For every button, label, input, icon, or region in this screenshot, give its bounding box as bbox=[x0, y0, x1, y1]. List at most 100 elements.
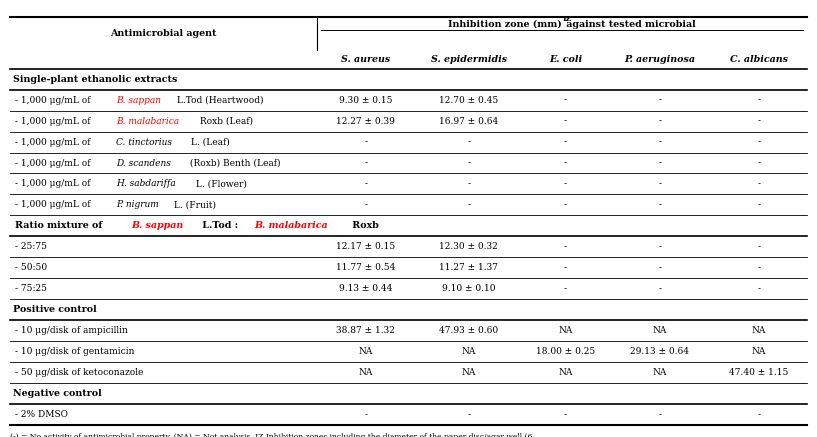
Text: - 10 μg/disk of ampicillin: - 10 μg/disk of ampicillin bbox=[15, 326, 127, 335]
Text: Inhibition zone (mm): Inhibition zone (mm) bbox=[449, 20, 562, 28]
Text: -: - bbox=[564, 410, 567, 419]
Text: -: - bbox=[564, 243, 567, 251]
Text: B. sappan: B. sappan bbox=[116, 96, 161, 104]
Text: 9.13 ± 0.44: 9.13 ± 0.44 bbox=[339, 284, 392, 293]
Text: L.Tod :: L.Tod : bbox=[199, 222, 242, 230]
Text: C. tinctorius: C. tinctorius bbox=[116, 138, 172, 146]
Text: Ratio mixture of: Ratio mixture of bbox=[15, 222, 105, 230]
Text: -: - bbox=[467, 159, 471, 167]
Text: 47.93 ± 0.60: 47.93 ± 0.60 bbox=[440, 326, 498, 335]
Text: L. (Fruit): L. (Fruit) bbox=[171, 201, 216, 209]
Text: NA: NA bbox=[359, 347, 373, 356]
Text: NA: NA bbox=[558, 368, 573, 377]
Text: -: - bbox=[757, 243, 761, 251]
Text: - 10 μg/disk of gentamicin: - 10 μg/disk of gentamicin bbox=[15, 347, 134, 356]
Text: NA: NA bbox=[653, 368, 667, 377]
Text: - 1,000 μg/mL of: - 1,000 μg/mL of bbox=[15, 201, 93, 209]
Text: 12.30 ± 0.32: 12.30 ± 0.32 bbox=[440, 243, 498, 251]
Text: L. (Flower): L. (Flower) bbox=[193, 180, 247, 188]
Text: -: - bbox=[564, 96, 567, 104]
Text: B. malabarica: B. malabarica bbox=[254, 222, 328, 230]
Text: -: - bbox=[564, 180, 567, 188]
Text: (-) = No activity of antimicrobial property, (NA) = Not analysis, IZ Inhibition : (-) = No activity of antimicrobial prope… bbox=[10, 434, 532, 437]
Text: D. scandens: D. scandens bbox=[116, 159, 171, 167]
Text: -: - bbox=[659, 96, 661, 104]
Text: -: - bbox=[659, 138, 661, 146]
Text: Roxb: Roxb bbox=[349, 222, 378, 230]
Text: NA: NA bbox=[462, 368, 475, 377]
Text: - 50 μg/disk of ketoconazole: - 50 μg/disk of ketoconazole bbox=[15, 368, 143, 377]
Text: -: - bbox=[659, 243, 661, 251]
Text: -: - bbox=[564, 159, 567, 167]
Text: -: - bbox=[757, 159, 761, 167]
Text: -: - bbox=[564, 284, 567, 293]
Text: P. aeruginosa: P. aeruginosa bbox=[624, 55, 695, 64]
Text: - 25:75: - 25:75 bbox=[15, 243, 47, 251]
Text: -: - bbox=[467, 180, 471, 188]
Text: -: - bbox=[659, 284, 661, 293]
Text: -: - bbox=[364, 410, 368, 419]
Text: 11.27 ± 1.37: 11.27 ± 1.37 bbox=[440, 264, 498, 272]
Text: - 2% DMSO: - 2% DMSO bbox=[15, 410, 68, 419]
Text: -: - bbox=[467, 410, 471, 419]
Text: - 75:25: - 75:25 bbox=[15, 284, 47, 293]
Text: S. epidermidis: S. epidermidis bbox=[431, 55, 507, 64]
Text: Positive control: Positive control bbox=[13, 305, 97, 314]
Text: C. albicans: C. albicans bbox=[730, 55, 788, 64]
Text: -: - bbox=[467, 201, 471, 209]
Text: -: - bbox=[757, 96, 761, 104]
Text: 9.10 ± 0.10: 9.10 ± 0.10 bbox=[442, 284, 495, 293]
Text: - 1,000 μg/mL of: - 1,000 μg/mL of bbox=[15, 96, 93, 104]
Text: 12.70 ± 0.45: 12.70 ± 0.45 bbox=[439, 96, 498, 104]
Text: - 1,000 μg/mL of: - 1,000 μg/mL of bbox=[15, 117, 93, 125]
Text: 12.17 ± 0.15: 12.17 ± 0.15 bbox=[337, 243, 395, 251]
Text: H. sabdariffa: H. sabdariffa bbox=[116, 180, 176, 188]
Text: L. (Leaf): L. (Leaf) bbox=[188, 138, 230, 146]
Text: -: - bbox=[564, 264, 567, 272]
Text: -: - bbox=[659, 201, 661, 209]
Text: P. nigrum: P. nigrum bbox=[116, 201, 158, 209]
Text: -: - bbox=[659, 117, 661, 125]
Text: -: - bbox=[564, 138, 567, 146]
Text: 29.13 ± 0.64: 29.13 ± 0.64 bbox=[630, 347, 690, 356]
Text: -: - bbox=[757, 284, 761, 293]
Text: -: - bbox=[364, 180, 368, 188]
Text: -: - bbox=[364, 138, 368, 146]
Text: - 1,000 μg/mL of: - 1,000 μg/mL of bbox=[15, 159, 93, 167]
Text: -: - bbox=[757, 138, 761, 146]
Text: 47.40 ± 1.15: 47.40 ± 1.15 bbox=[730, 368, 788, 377]
Text: (Roxb) Benth (Leaf): (Roxb) Benth (Leaf) bbox=[186, 159, 280, 167]
Text: -: - bbox=[659, 180, 661, 188]
Text: IZ: IZ bbox=[563, 15, 572, 23]
Text: E. coli: E. coli bbox=[549, 55, 583, 64]
Text: -: - bbox=[757, 410, 761, 419]
Text: Single-plant ethanolic extracts: Single-plant ethanolic extracts bbox=[13, 75, 177, 83]
Text: -: - bbox=[659, 159, 661, 167]
Text: - 1,000 μg/mL of: - 1,000 μg/mL of bbox=[15, 180, 93, 188]
Text: against tested microbial: against tested microbial bbox=[563, 20, 695, 28]
Text: Antimicrobial agent: Antimicrobial agent bbox=[110, 29, 217, 38]
Text: NA: NA bbox=[359, 368, 373, 377]
Text: -: - bbox=[564, 117, 567, 125]
Text: NA: NA bbox=[462, 347, 475, 356]
Text: -: - bbox=[364, 201, 368, 209]
Text: - 50:50: - 50:50 bbox=[15, 264, 47, 272]
Text: NA: NA bbox=[558, 326, 573, 335]
Text: -: - bbox=[659, 264, 661, 272]
Text: NA: NA bbox=[653, 326, 667, 335]
Text: -: - bbox=[659, 410, 661, 419]
Text: - 1,000 μg/mL of: - 1,000 μg/mL of bbox=[15, 138, 93, 146]
Text: -: - bbox=[757, 180, 761, 188]
Text: 12.27 ± 0.39: 12.27 ± 0.39 bbox=[337, 117, 395, 125]
Text: S. aureus: S. aureus bbox=[342, 55, 391, 64]
Text: -: - bbox=[564, 201, 567, 209]
Text: NA: NA bbox=[752, 326, 766, 335]
Text: B. sappan: B. sappan bbox=[132, 222, 184, 230]
Text: -: - bbox=[757, 117, 761, 125]
Text: -: - bbox=[757, 264, 761, 272]
Text: L.Tod (Heartwood): L.Tod (Heartwood) bbox=[174, 96, 263, 104]
Text: B. malabarica: B. malabarica bbox=[116, 117, 179, 125]
Text: -: - bbox=[364, 159, 368, 167]
Text: Roxb (Leaf): Roxb (Leaf) bbox=[197, 117, 253, 125]
Text: 18.00 ± 0.25: 18.00 ± 0.25 bbox=[536, 347, 596, 356]
